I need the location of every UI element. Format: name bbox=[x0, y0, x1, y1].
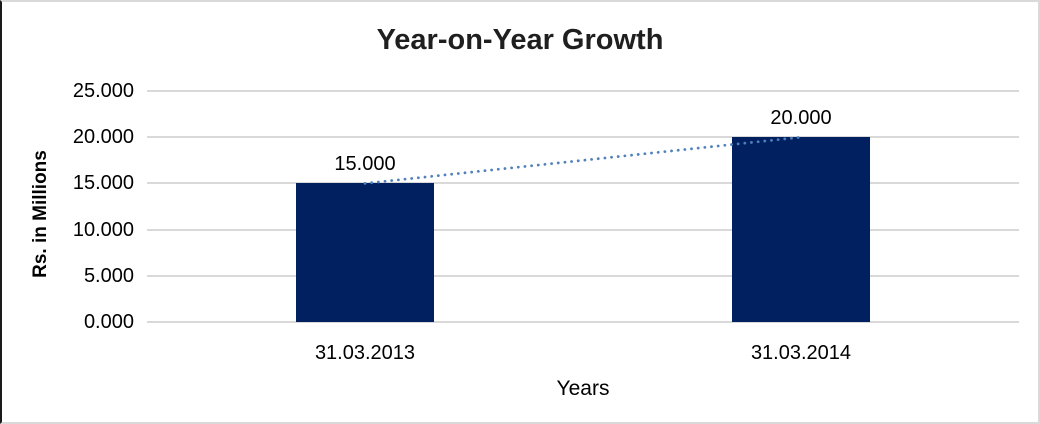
gridline bbox=[147, 182, 1019, 185]
gridline bbox=[147, 228, 1019, 231]
gridline bbox=[147, 321, 1019, 323]
x-tick-label: 31.03.2013 bbox=[314, 342, 416, 364]
y-tick-label: 10.000 bbox=[72, 218, 134, 241]
data-label: 20.000 bbox=[770, 107, 832, 130]
y-tick-label: 20.000 bbox=[72, 126, 134, 149]
gridline bbox=[147, 136, 1019, 139]
y-tick-label: 0.000 bbox=[83, 311, 134, 333]
gridline bbox=[147, 90, 1019, 92]
x-axis-title: Years bbox=[556, 377, 610, 400]
bar bbox=[296, 183, 434, 322]
y-tick-label: 15.000 bbox=[72, 172, 134, 195]
x-tick-label: 31.03.2014 bbox=[750, 342, 852, 364]
data-label: 15.000 bbox=[334, 153, 396, 176]
gridline bbox=[147, 274, 1019, 277]
y-tick-label: 25.000 bbox=[72, 80, 134, 102]
chart-title: Year-on-Year Growth bbox=[376, 24, 664, 56]
y-tick-label: 5.000 bbox=[83, 264, 134, 287]
bar bbox=[732, 137, 870, 322]
